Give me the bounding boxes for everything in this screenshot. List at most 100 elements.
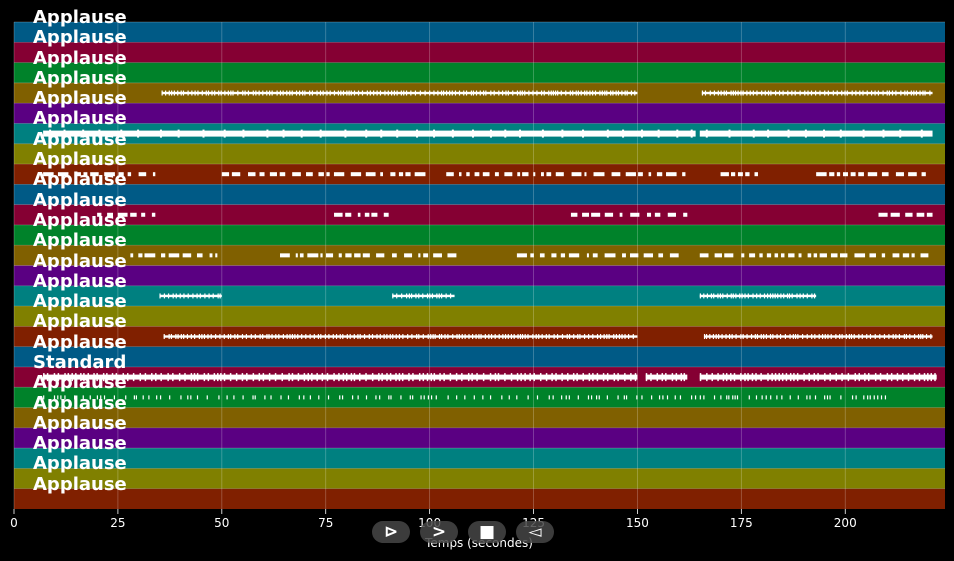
event-tick: [504, 129, 507, 138]
event-tick: [498, 90, 500, 96]
event-tick: [219, 293, 221, 299]
event-segment: [839, 253, 848, 258]
track-label: Applause: [33, 7, 127, 28]
event-tick: [772, 293, 774, 299]
event-tick: [264, 395, 266, 400]
event-segment: [466, 172, 470, 177]
event-tick: [389, 373, 392, 382]
event-tick: [381, 373, 383, 382]
event-tick: [282, 129, 285, 138]
event-tick: [740, 90, 742, 96]
track-band: [14, 427, 945, 449]
event-tick: [215, 334, 217, 340]
event-tick: [167, 293, 170, 299]
event-tick: [137, 129, 140, 138]
event-tick: [720, 395, 722, 400]
event-tick: [80, 373, 82, 382]
event-tick: [766, 293, 769, 299]
event-tick: [763, 293, 766, 299]
event-tick: [350, 373, 353, 382]
event-segment: [320, 253, 323, 258]
next-button[interactable]: >: [420, 521, 458, 543]
event-tick: [804, 90, 806, 96]
event-tick: [846, 90, 848, 96]
event-tick: [223, 334, 225, 340]
event-segment: [398, 172, 404, 177]
event-tick: [139, 373, 142, 382]
event-tick: [423, 395, 425, 400]
event-segment: [560, 253, 566, 258]
event-tick: [371, 373, 374, 382]
event-tick: [435, 395, 437, 400]
event-tick: [718, 334, 720, 340]
event-tick: [353, 334, 355, 340]
event-tick: [106, 373, 108, 382]
stop-button[interactable]: ■: [468, 521, 506, 543]
event-tick: [557, 90, 559, 96]
event-segment: [168, 253, 180, 258]
event-tick: [432, 334, 434, 340]
event-tick: [888, 334, 890, 340]
event-tick: [741, 293, 743, 299]
event-tick: [318, 395, 320, 400]
track-band: [14, 204, 945, 225]
track-band: [14, 265, 945, 286]
event-segment: [926, 212, 933, 217]
event-tick: [475, 90, 478, 96]
event-tick: [422, 334, 424, 340]
event-tick: [787, 90, 789, 96]
back-button[interactable]: ◅: [516, 521, 554, 543]
event-tick: [519, 334, 522, 340]
event-tick: [159, 293, 161, 299]
event-tick: [180, 90, 182, 96]
event-tick: [223, 373, 226, 382]
play-button[interactable]: ⊳: [372, 521, 410, 543]
event-segment: [881, 253, 886, 258]
event-tick: [430, 373, 433, 382]
event-tick: [476, 373, 478, 382]
event-tick: [709, 90, 711, 96]
event-segment: [90, 172, 99, 177]
event-tick: [521, 334, 524, 340]
event-tick: [173, 90, 175, 96]
event-tick: [749, 90, 751, 96]
event-tick: [494, 373, 497, 382]
event-tick: [827, 90, 829, 96]
event-tick: [774, 373, 777, 382]
event-tick: [586, 90, 588, 96]
event-tick: [573, 334, 575, 340]
event-tick: [342, 334, 344, 340]
event-segment: [334, 212, 343, 217]
event-segment: [592, 253, 598, 258]
event-tick: [471, 373, 473, 382]
event-tick: [624, 90, 626, 96]
event-tick: [282, 90, 284, 96]
event-tick: [178, 373, 181, 382]
event-segment: [522, 172, 529, 177]
event-tick: [316, 373, 318, 382]
event-tick: [606, 334, 608, 340]
event-tick: [719, 293, 721, 299]
event-tick: [419, 90, 421, 96]
event-tick: [237, 334, 239, 340]
event-tick: [319, 90, 322, 96]
event-segment: [920, 253, 929, 258]
event-tick: [433, 90, 435, 96]
event-tick: [913, 373, 916, 382]
event-tick: [781, 373, 784, 382]
event-segment: [546, 172, 552, 177]
event-tick: [479, 90, 481, 96]
event-tick: [295, 90, 298, 96]
event-tick: [548, 334, 550, 340]
event-tick: [651, 395, 653, 400]
event-tick: [726, 293, 728, 299]
event-tick: [405, 90, 408, 96]
event-tick: [438, 334, 441, 340]
track-label: Applause: [33, 67, 127, 89]
event-tick: [854, 373, 857, 382]
event-tick: [201, 334, 203, 340]
event-segment: [830, 253, 838, 258]
track-band: [14, 224, 945, 246]
event-segment: [530, 253, 534, 258]
event-tick: [328, 334, 330, 340]
